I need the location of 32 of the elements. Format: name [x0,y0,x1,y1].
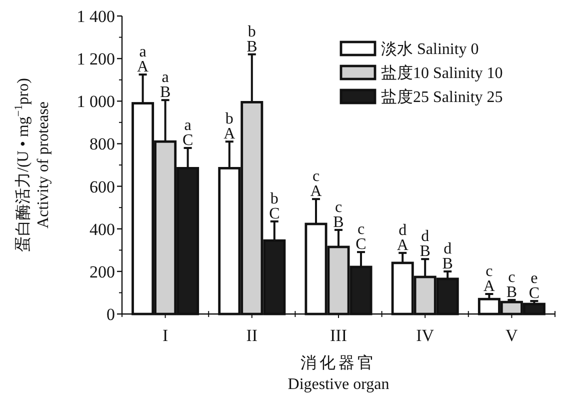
y-tick-label: 800 [90,134,115,154]
y-tick-label: 600 [90,177,115,196]
data-label: b A [224,110,236,143]
y-tick-label: 200 [90,262,115,282]
data-label: c C [356,221,366,254]
data-label: c B [333,198,344,231]
data-label: a C [182,116,194,149]
legend-label: 盐度25 Salinity 25 [381,88,503,106]
data-label: d A [396,222,409,254]
legend-label: 盐度10 Salinity 10 [381,64,503,82]
y-tick-label: 0 [106,305,115,324]
data-label: c B [506,268,518,301]
y-tick-label: 400 [90,220,115,239]
data-label: c A [310,168,322,200]
x-axis-title: 消化器官 Digestive organ [288,354,390,393]
data-label: b C [269,190,280,222]
data-label: c A [483,262,496,295]
y-tick-label: 1 000 [76,92,115,112]
x-tick-label: V [506,326,519,345]
data-label: d B [420,228,430,260]
data-label: a A [137,44,150,76]
legend-label: 淡水 Salinity 0 [381,40,479,58]
x-tick-label: IV [416,326,435,345]
data-label: a B [160,69,171,102]
x-tick-label: II [246,326,258,345]
y-tick-label: 1 200 [76,50,115,69]
data-label: d B [442,240,453,272]
y-tick-label: 1 400 [76,7,115,26]
data-label: b B [246,23,258,56]
x-tick-label: III [330,326,348,345]
data-label: e C [528,270,540,302]
x-tick-label: I [162,326,168,345]
